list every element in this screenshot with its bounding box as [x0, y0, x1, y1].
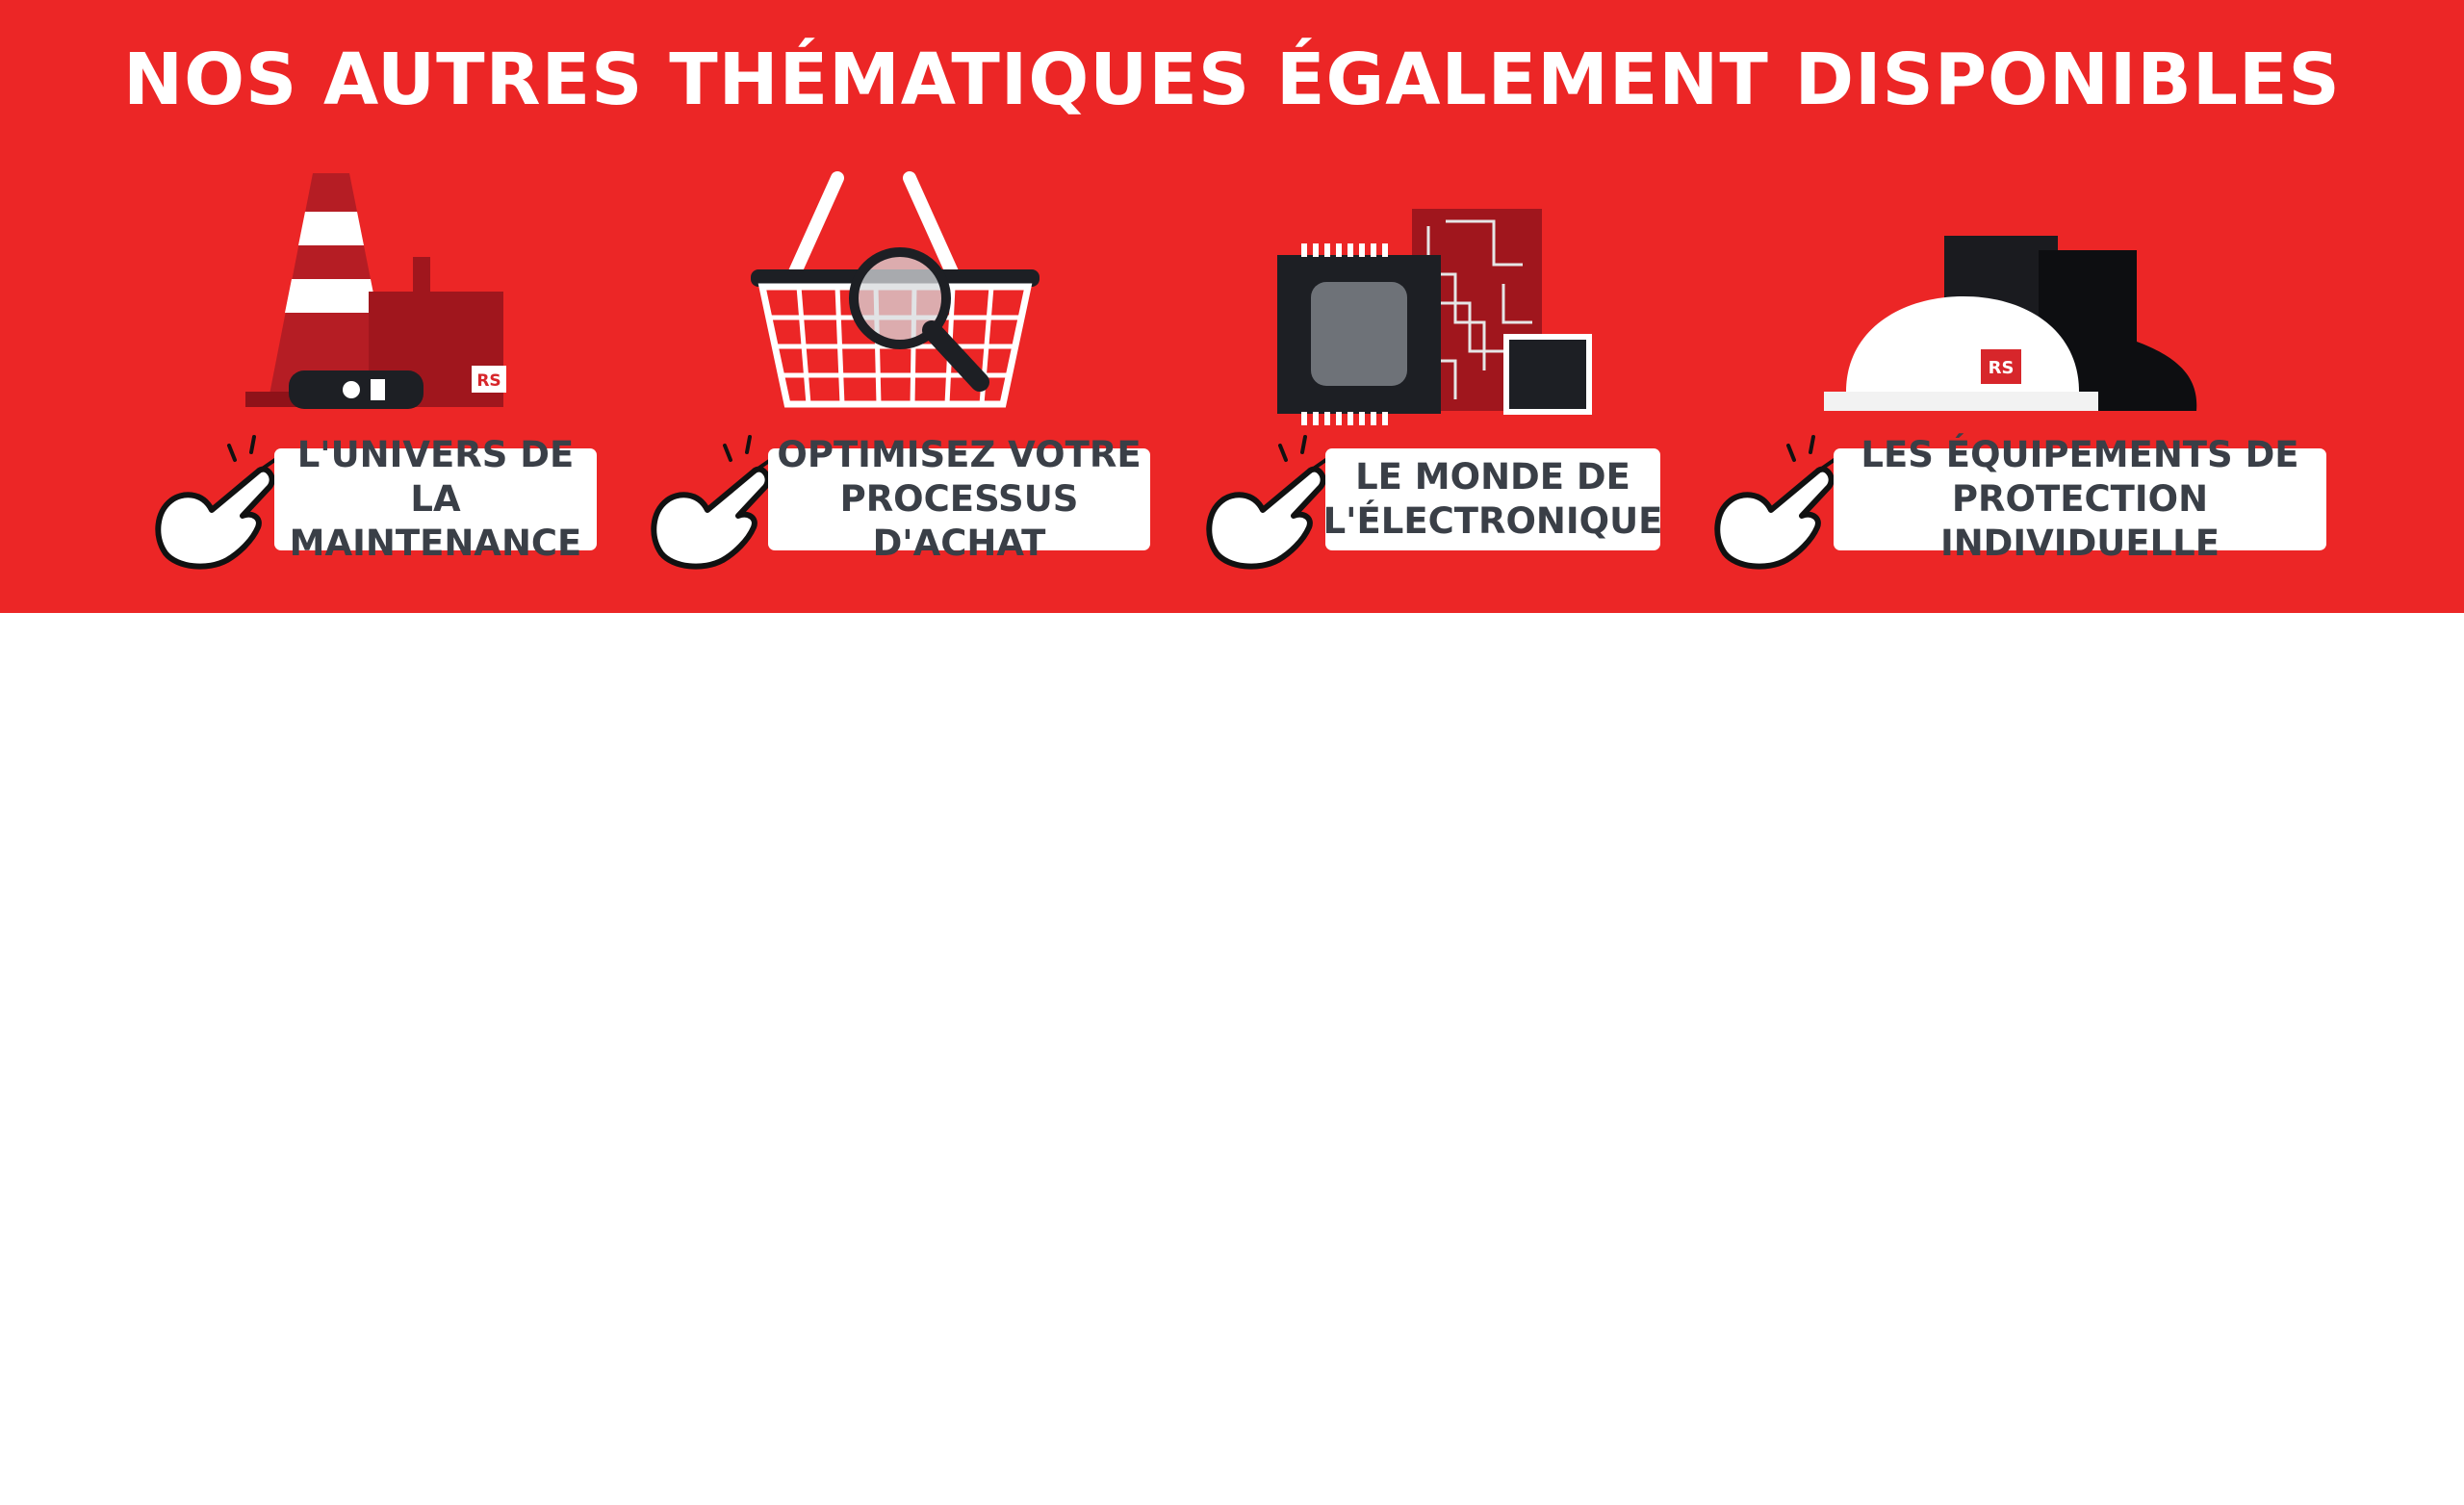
theme-label-box: LES ÉQUIPEMENTS DE PROTECTION INDIVIDUEL…: [1834, 434, 2326, 564]
theme-link-purchasing[interactable]: OPTIMISEZ VOTRE PROCESSUS D'ACHAT: [640, 423, 1160, 577]
hard-hat-and-boots-icon: RS: [1824, 236, 2197, 411]
theme-link-maintenance[interactable]: L'UNIVERS DE LA MAINTENANCE: [144, 423, 606, 577]
pointing-hand-icon: [155, 435, 278, 570]
theme-card-electronics: LE MONDE DE L'ÉLECTRONIQUE: [1195, 154, 1667, 570]
theme-label: OPTIMISEZ VOTRE PROCESSUS D'ACHAT: [777, 434, 1142, 564]
rs-logo: RS: [476, 371, 500, 391]
theme-link-electronics[interactable]: LE MONDE DE L'ÉLECTRONIQUE: [1195, 423, 1667, 577]
theme-card-maintenance: RS L'UNIVERS DE LA MAINTENANCE: [144, 154, 626, 570]
pointing-hand-icon: [1206, 435, 1329, 570]
shopping-basket-magnifier-icon: [751, 171, 1040, 408]
theme-label: LE MONDE DE L'ÉLECTRONIQUE: [1322, 456, 1663, 542]
theme-card-ppe: RS LES ÉQUIPEMENTS DE PROTECTION INDIVID…: [1704, 154, 2339, 570]
pointing-hand-icon: [1714, 435, 1837, 570]
theme-label-box: OPTIMISEZ VOTRE PROCESSUS D'ACHAT: [768, 434, 1150, 564]
traffic-cone-and-tools-icon: RS: [245, 173, 506, 409]
theme-label: LES ÉQUIPEMENTS DE PROTECTION INDIVIDUEL…: [1861, 434, 2299, 564]
blank-page-area: [0, 613, 2464, 1505]
theme-card-purchasing: OPTIMISEZ VOTRE PROCESSUS D'ACHAT: [640, 154, 1160, 570]
theme-label-box: L'UNIVERS DE LA MAINTENANCE: [274, 434, 597, 564]
theme-link-ppe[interactable]: LES ÉQUIPEMENTS DE PROTECTION INDIVIDUEL…: [1704, 423, 2339, 577]
themes-banner: NOS AUTRES THÉMATIQUES ÉGALEMENT DISPONI…: [0, 0, 2464, 613]
banner-title: NOS AUTRES THÉMATIQUES ÉGALEMENT DISPONI…: [123, 38, 2341, 121]
theme-label: L'UNIVERS DE LA MAINTENANCE: [289, 434, 582, 564]
rs-logo: RS: [1989, 358, 2015, 378]
pointing-hand-icon: [651, 435, 774, 570]
theme-label-box: LE MONDE DE L'ÉLECTRONIQUE: [1322, 448, 1663, 550]
circuit-board-chips-icon: [1277, 209, 1592, 425]
